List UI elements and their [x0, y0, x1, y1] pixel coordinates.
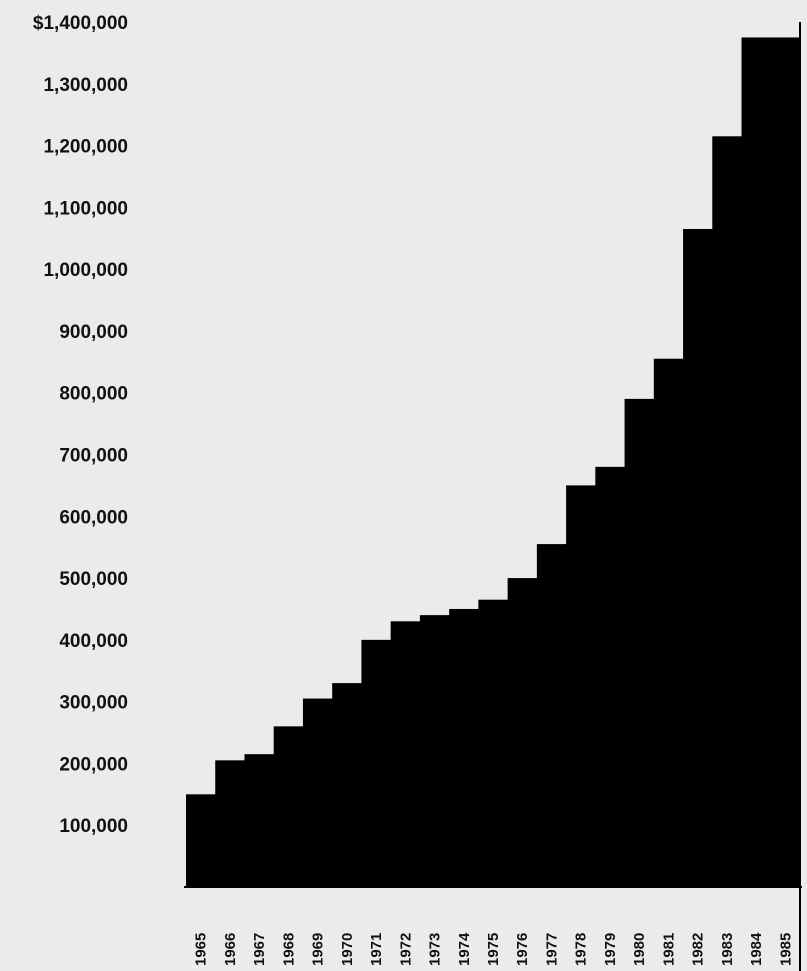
x-tick-label-1981: 1981 — [660, 933, 677, 966]
bar-1985 — [771, 37, 801, 887]
bar-1984 — [742, 37, 772, 887]
bar-1968 — [274, 726, 304, 887]
y-tick-label: 1,300,000 — [43, 75, 128, 96]
x-tick-label-1979: 1979 — [602, 933, 619, 966]
x-tick-label-1972: 1972 — [397, 933, 414, 966]
x-tick-label-1976: 1976 — [514, 933, 531, 966]
bar-1972 — [391, 621, 421, 887]
bar-1981 — [654, 359, 684, 887]
y-tick-label: 1,000,000 — [43, 260, 128, 281]
bar-1965 — [186, 794, 216, 887]
y-tick-label: 1,200,000 — [43, 137, 128, 158]
x-tick-label-1977: 1977 — [543, 933, 560, 966]
x-tick-label-1983: 1983 — [719, 933, 736, 966]
bar-1971 — [361, 640, 391, 887]
y-tick-label: 800,000 — [59, 384, 128, 405]
y-tick-label: $1,400,000 — [33, 13, 128, 34]
y-tick-label: 600,000 — [59, 507, 128, 528]
bar-1980 — [625, 399, 655, 887]
x-tick-label-1966: 1966 — [222, 933, 239, 966]
y-tick-label: 1,100,000 — [43, 198, 128, 219]
bar-1983 — [712, 136, 742, 887]
y-tick-label: 900,000 — [59, 322, 128, 343]
x-tick-label-1970: 1970 — [339, 933, 356, 966]
bar-1966 — [215, 760, 245, 887]
x-tick-label-1965: 1965 — [193, 933, 210, 966]
x-tick-label-1968: 1968 — [280, 933, 297, 966]
y-tick-label: 700,000 — [59, 446, 128, 467]
x-tick-label-1975: 1975 — [485, 933, 502, 966]
y-tick-label: 400,000 — [59, 631, 128, 652]
y-tick-label: 200,000 — [59, 754, 128, 775]
x-tick-label-1982: 1982 — [690, 933, 707, 966]
y-tick-label: 300,000 — [59, 693, 128, 714]
y-tick-label: 100,000 — [59, 816, 128, 837]
bar-1973 — [420, 615, 450, 887]
bar-1979 — [595, 467, 625, 887]
bar-1969 — [303, 699, 333, 887]
x-tick-label-1967: 1967 — [251, 933, 268, 966]
x-tick-label-1969: 1969 — [310, 933, 327, 966]
x-tick-label-1984: 1984 — [748, 932, 765, 966]
bar-1967 — [244, 754, 274, 887]
bar-1970 — [332, 683, 362, 887]
x-tick-label-1971: 1971 — [368, 933, 385, 966]
bar-1976 — [508, 578, 538, 887]
bar-1978 — [566, 485, 596, 887]
x-tick-label-1973: 1973 — [427, 933, 444, 966]
bar-1975 — [478, 600, 508, 887]
x-axis-tick-labels: 1965 1966 1967 1968 1969 1970 1971 1972 1973 1974… — [193, 932, 795, 966]
bar-1982 — [683, 229, 713, 887]
x-tick-label-1985: 1985 — [777, 933, 794, 966]
x-tick-label-1974: 1974 — [456, 932, 473, 966]
y-tick-label: 500,000 — [59, 569, 128, 590]
bar-1977 — [537, 544, 567, 887]
x-tick-label-1978: 1978 — [573, 933, 590, 966]
bar-1974 — [449, 609, 479, 887]
x-tick-label-1980: 1980 — [631, 933, 648, 966]
